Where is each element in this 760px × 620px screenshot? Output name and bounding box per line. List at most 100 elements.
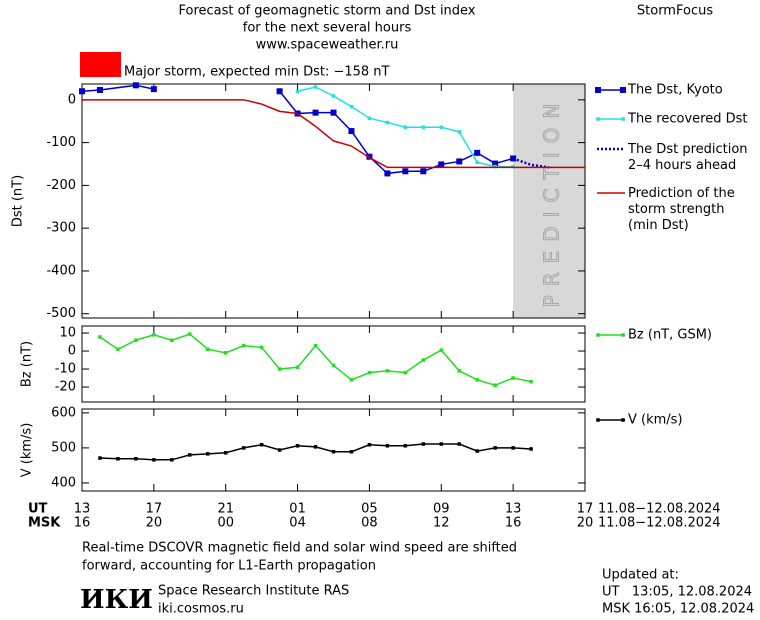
data-point: [277, 367, 282, 371]
updated: Updated at:: [602, 568, 679, 583]
text-line: storm strength: [628, 202, 725, 217]
brand: StormFocus: [637, 4, 713, 19]
title: www.spaceweather.ru: [256, 38, 399, 53]
legend-marker: [595, 87, 601, 93]
data-point: [313, 343, 318, 348]
data-point: [529, 447, 533, 451]
data-point: [457, 369, 461, 373]
data-point: [206, 347, 210, 351]
title: for the next several hours: [243, 21, 412, 36]
legend-marker: [596, 117, 600, 121]
data-point: [403, 370, 408, 375]
data-point: [241, 446, 246, 450]
text-line: (min Dst): [628, 218, 689, 233]
data-point: [330, 109, 337, 116]
data-point: [223, 351, 228, 355]
data-point: [259, 442, 264, 447]
data-point: [152, 458, 156, 462]
legend-label: The Dst, Kyoto: [627, 83, 723, 98]
title: Forecast of geomagnetic storm and Dst in…: [178, 4, 475, 19]
data-point: [402, 168, 409, 175]
data-point: [456, 158, 463, 165]
data-point: [511, 164, 515, 169]
x-tick-label: 01: [289, 502, 306, 517]
data-point: [421, 125, 426, 129]
y-tick-label: 400: [51, 475, 76, 490]
text-line: 2–4 hours ahead: [628, 158, 736, 173]
x-tick-label: 09: [433, 502, 450, 517]
y-axis-label: V (km/s): [20, 423, 35, 478]
data-point: [493, 446, 497, 450]
plot-frame: [81, 83, 586, 319]
data-point: [420, 168, 427, 175]
x-tick-label-msk: 12: [433, 516, 450, 531]
data-point: [367, 370, 372, 375]
x-tick-label-msk: 00: [217, 516, 234, 531]
data-point: [331, 450, 336, 454]
data-point: [385, 120, 390, 125]
plot-frame: [81, 408, 586, 492]
data-point: [98, 456, 102, 460]
legend-label: The Dst prediction 2–4 hours ahead: [627, 142, 748, 173]
data-point: [511, 446, 515, 450]
data-point: [403, 444, 408, 448]
row-label: MSK: [28, 516, 61, 531]
data-point: [385, 369, 390, 373]
data-point: [223, 451, 228, 455]
data-point: [188, 332, 192, 336]
data-point: [134, 338, 138, 342]
legend-marker: [596, 418, 600, 422]
data-point: [313, 445, 318, 449]
data-point: [96, 86, 103, 93]
row-label: UT: [28, 502, 48, 517]
updated: MSK 16:05, 12.08.2024: [602, 602, 754, 617]
data-point: [475, 449, 479, 453]
y-tick-label: 0: [68, 92, 76, 107]
x-tick-label: 13: [505, 502, 522, 517]
alert-box: [80, 52, 121, 77]
data-point: [241, 343, 246, 348]
data-point: [206, 452, 210, 456]
data-point: [348, 128, 355, 135]
note: forward, accounting for L1-Earth propaga…: [82, 559, 376, 574]
data-point: [421, 442, 426, 446]
x-tick-label-msk: 20: [577, 516, 594, 531]
legend-marker: [621, 117, 625, 121]
data-point: [312, 109, 319, 116]
y-tick-label: 500: [51, 440, 76, 455]
data-point: [385, 444, 390, 448]
data-point: [457, 442, 461, 446]
data-point: [529, 379, 533, 384]
plot-frame: [81, 325, 586, 403]
updated: UT 13:05, 12.08.2024: [602, 585, 752, 600]
data-point: [367, 442, 372, 447]
date-range: 11.08−12.08.2024: [598, 516, 721, 531]
data-point: [475, 378, 479, 382]
data-point: [276, 88, 283, 95]
x-tick-label-msk: 16: [505, 516, 522, 531]
data-point: [188, 453, 192, 457]
legend-marker: [620, 87, 626, 93]
x-tick-label-msk: 20: [146, 516, 163, 531]
data-point: [295, 89, 300, 94]
text-line: Prediction of the: [628, 186, 735, 201]
data-point: [439, 348, 444, 352]
y-tick-label: -200: [46, 178, 76, 193]
prediction-zone: [513, 84, 585, 318]
data-point: [367, 116, 372, 120]
y-axis-label: Bz (nT): [20, 341, 35, 387]
data-point: [98, 335, 102, 339]
prediction-label: PREDICTION: [540, 95, 564, 308]
data-point: [295, 365, 300, 369]
data-point: [132, 82, 139, 89]
data-point: [457, 130, 461, 134]
note: Real-time DSCOVR magnetic field and sola…: [82, 541, 517, 556]
data-point: [170, 458, 174, 462]
y-tick-label: -300: [46, 221, 76, 236]
y-tick-label: 10: [59, 326, 76, 341]
data-point: [492, 160, 499, 167]
data-point: [493, 383, 497, 388]
data-point: [474, 149, 481, 156]
